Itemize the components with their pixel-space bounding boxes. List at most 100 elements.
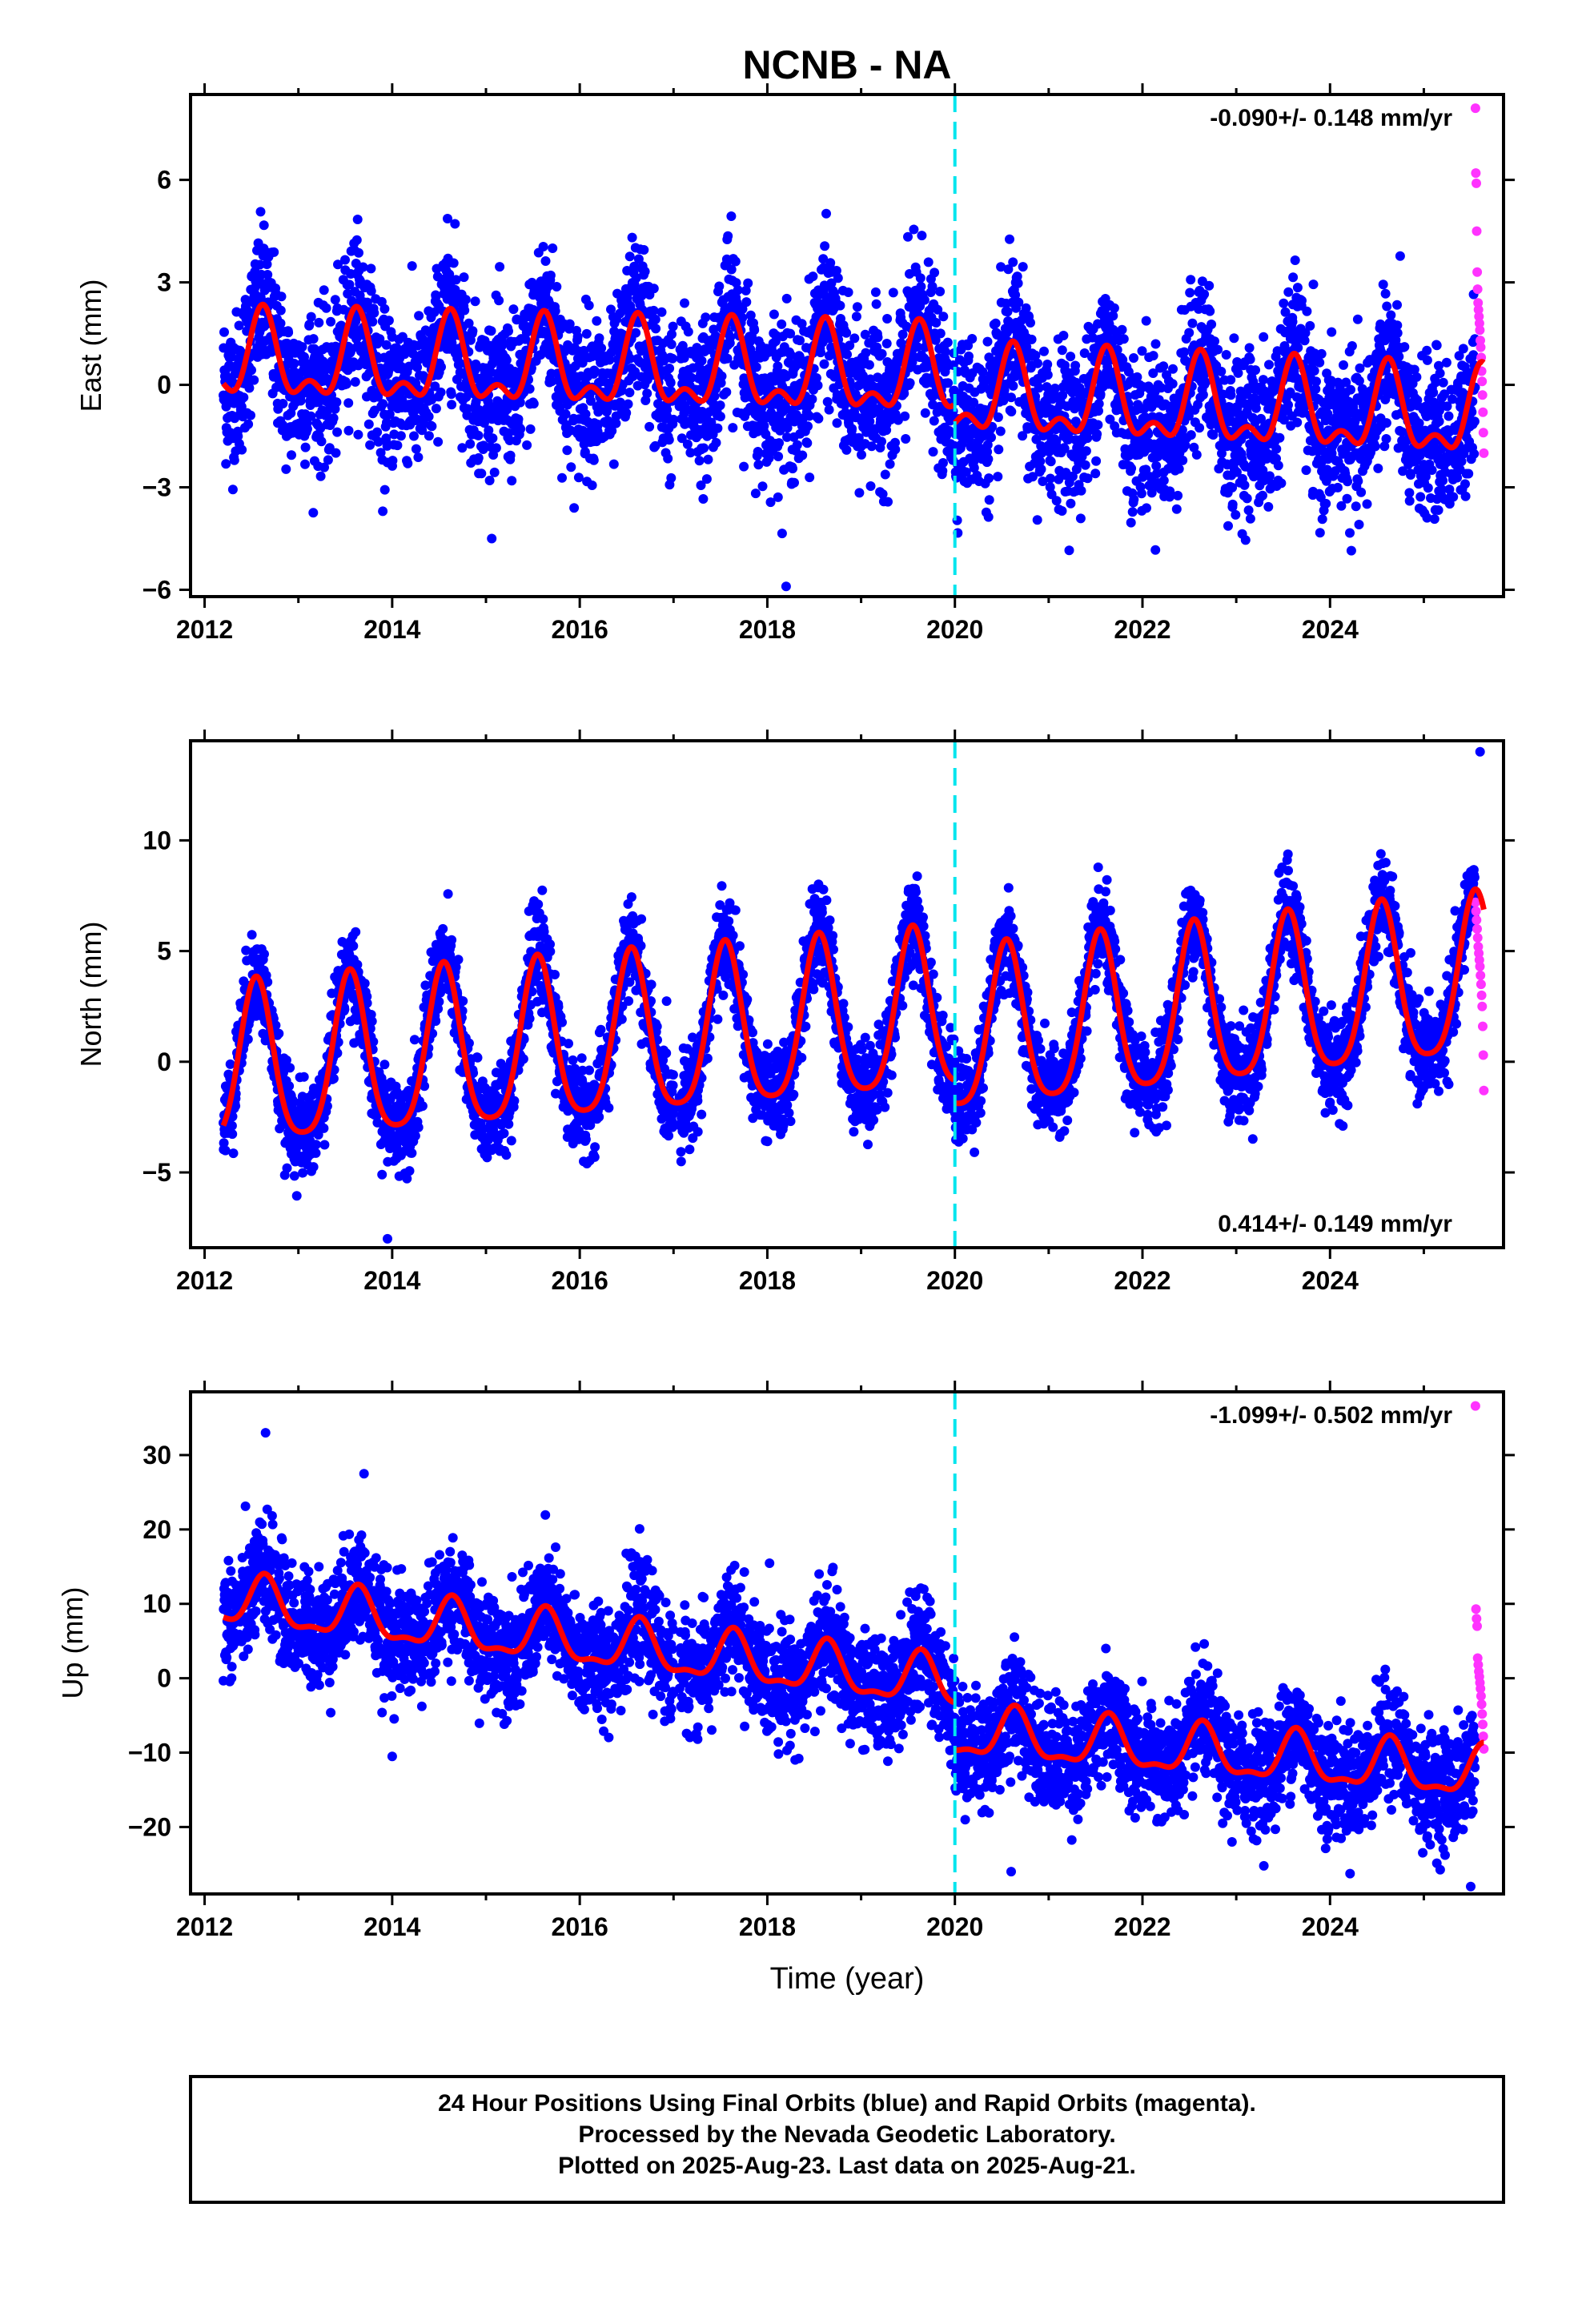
final-point (818, 254, 829, 264)
final-point (1438, 377, 1448, 388)
final-point (668, 321, 678, 332)
final-point (792, 440, 802, 450)
final-point (367, 316, 378, 327)
final-point (1184, 328, 1195, 338)
final-point (343, 398, 354, 408)
final-point (750, 489, 761, 499)
final-point (1187, 318, 1198, 328)
final-point (407, 261, 417, 271)
final-point (1394, 352, 1404, 362)
final-point (841, 328, 852, 338)
final-point (552, 282, 562, 292)
final-point (1036, 464, 1046, 474)
final-point (592, 316, 602, 326)
final-point (615, 397, 625, 408)
final-point (460, 305, 470, 316)
final-point (697, 407, 708, 416)
final-point (489, 467, 500, 477)
final-point (278, 399, 288, 408)
final-point (332, 427, 343, 437)
final-point (871, 299, 881, 309)
final-point (387, 456, 398, 466)
final-point (651, 324, 661, 334)
final-point (851, 312, 861, 322)
final-point (1148, 351, 1158, 361)
final-point (773, 492, 783, 502)
final-point (662, 404, 673, 415)
rapid-point (1479, 448, 1489, 458)
final-point (1264, 360, 1274, 370)
x-tick-label: 2020 (926, 615, 983, 644)
final-point (1381, 418, 1391, 428)
final-point (436, 387, 446, 397)
final-point (608, 459, 619, 469)
final-point (699, 443, 709, 453)
final-point (237, 444, 247, 455)
final-point (696, 480, 706, 490)
final-point (1373, 463, 1383, 473)
final-point (344, 279, 355, 290)
final-point (693, 345, 702, 356)
final-point (316, 436, 327, 447)
final-point (723, 231, 733, 241)
rapid-point (1472, 284, 1483, 295)
final-point (538, 242, 548, 251)
final-point (1136, 489, 1146, 499)
final-point (639, 245, 649, 255)
chart-title: NCNB - NA (742, 42, 951, 87)
final-point (1240, 535, 1251, 545)
x-tick-label: 2024 (1302, 615, 1359, 644)
final-point (1422, 355, 1432, 365)
final-point (1469, 416, 1480, 427)
final-point (275, 318, 286, 328)
final-point (281, 464, 291, 474)
final-point (717, 371, 727, 381)
final-point (909, 224, 919, 235)
final-point (1186, 430, 1196, 440)
final-point (983, 454, 994, 464)
final-point (701, 312, 711, 323)
final-point (328, 413, 339, 424)
final-point (1264, 471, 1275, 481)
final-point (990, 318, 1001, 328)
final-point (1382, 301, 1392, 312)
final-point (1411, 372, 1422, 382)
final-point (424, 412, 434, 422)
final-point (1302, 306, 1312, 316)
final-point (508, 304, 519, 315)
final-point (1141, 316, 1151, 326)
final-point (1173, 490, 1183, 501)
final-point (984, 473, 994, 484)
final-point (905, 378, 915, 388)
final-point (1251, 365, 1260, 376)
final-point (621, 408, 632, 418)
final-point (1315, 528, 1325, 538)
final-point (1030, 350, 1041, 360)
final-point (861, 348, 871, 358)
final-point (413, 452, 424, 462)
final-point (629, 261, 640, 271)
final-point (1342, 493, 1352, 504)
final-point (685, 448, 696, 458)
final-point (1271, 444, 1282, 454)
final-point (900, 411, 910, 421)
final-point (1429, 514, 1439, 525)
final-point (300, 442, 311, 452)
final-point (461, 392, 472, 402)
final-point (588, 455, 599, 465)
final-point (495, 262, 505, 272)
final-point (430, 381, 440, 392)
final-point (741, 285, 751, 296)
final-point (448, 258, 459, 268)
final-point (315, 471, 326, 481)
final-point (919, 295, 930, 305)
final-point (229, 455, 239, 465)
final-point (1050, 384, 1060, 393)
final-point (308, 508, 319, 518)
final-point (865, 481, 876, 491)
final-point (870, 287, 881, 297)
final-point (773, 452, 784, 461)
final-point (1305, 320, 1315, 331)
final-point (362, 297, 372, 308)
